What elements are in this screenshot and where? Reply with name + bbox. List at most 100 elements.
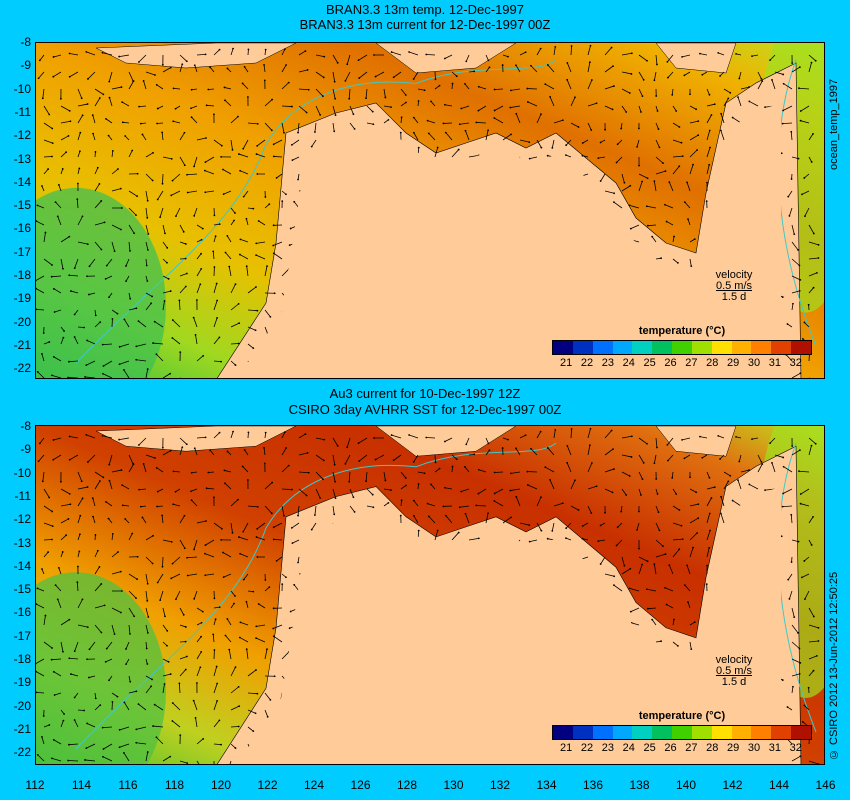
x-tick-label: 124: [303, 778, 325, 792]
colorbar-swatch: [572, 341, 593, 354]
colorbar-swatch: [711, 341, 732, 354]
y-tick-label: -11: [14, 488, 31, 503]
colorbar-swatch: [731, 726, 752, 739]
bottom-velocity-speed: 0.5 m/s: [715, 665, 753, 677]
colorbar-swatch: [652, 341, 673, 354]
colorbar-tick-label: 23: [601, 742, 614, 754]
y-tick-label: -10: [13, 465, 31, 480]
top-colorbar: [552, 340, 812, 355]
y-tick-label: -14: [13, 558, 31, 573]
colorbar-tick-label: 24: [622, 742, 635, 754]
bottom-title-line2: CSIRO 3day AVHRR SST for 12-Dec-1997 00Z: [288, 402, 562, 417]
bottom-title-line1: Au3 current for 10-Dec-1997 12Z: [329, 386, 521, 401]
top-title-line2: BRAN3.3 13m current for 12-Dec-1997 00Z: [299, 17, 551, 32]
y-tick-label: -16: [13, 605, 31, 620]
colorbar-swatch: [791, 341, 811, 354]
y-tick-label: -9: [20, 58, 31, 73]
colorbar-tick-label: 28: [706, 357, 719, 369]
y-tick-label: -19: [13, 291, 31, 306]
colorbar-swatch: [751, 341, 772, 354]
y-tick-label: -20: [13, 314, 31, 329]
top-velocity-key: velocity 0.5 m/s 1.5 d: [699, 270, 769, 303]
x-tick-label: 122: [257, 778, 278, 792]
colorbar-swatch: [771, 341, 792, 354]
colorbar-swatch: [592, 341, 613, 354]
y-tick-label: -17: [13, 628, 31, 643]
colorbar-tick-label: 28: [706, 742, 719, 754]
colorbar-swatch: [731, 341, 752, 354]
y-tick-label: -17: [13, 244, 31, 259]
x-tick-label: 140: [675, 778, 697, 792]
colorbar-swatch: [791, 726, 811, 739]
x-tick-label: 128: [396, 778, 418, 792]
colorbar-tick-label: 24: [622, 357, 635, 369]
top-legend-title: temperature (°C): [638, 325, 726, 337]
x-tick-label: 132: [489, 778, 511, 792]
x-tick-label: 134: [536, 778, 557, 792]
colorbar-swatch: [672, 341, 692, 354]
y-tick-label: -8: [20, 419, 31, 433]
x-tick-label: 138: [629, 778, 650, 792]
y-tick-label: -16: [13, 221, 31, 236]
top-velocity-time: 1.5 d: [721, 291, 747, 303]
top-colorbar-ticks: 21 22 23 24 25 26 27 28 29 30 31 32: [552, 355, 812, 369]
x-tick-label: 114: [71, 778, 92, 792]
y-tick-label: -15: [13, 198, 31, 213]
y-tick-label: -13: [13, 151, 31, 166]
colorbar-swatch: [553, 726, 573, 739]
colorbar-swatch: [652, 726, 673, 739]
x-tick-label: 146: [815, 778, 836, 792]
colorbar-tick-label: 30: [747, 742, 761, 754]
colorbar-swatch: [771, 726, 792, 739]
bottom-map-canvas: [36, 426, 824, 764]
bottom-colorbar-ticks: 21 22 23 24 25 26 27 28 29 30 31 32: [552, 740, 812, 754]
top-velocity-speed: 0.5 m/s: [715, 280, 753, 292]
colorbar-tick-label: 27: [685, 742, 698, 754]
x-tick-label: 112: [25, 778, 45, 792]
y-tick-label: -18: [13, 652, 31, 666]
colorbar-swatch: [691, 726, 712, 739]
x-tick-label: 142: [722, 778, 743, 792]
y-tick-label: -20: [13, 698, 31, 713]
x-tick-label: 118: [164, 778, 185, 792]
colorbar-tick-label: 25: [643, 742, 656, 754]
bottom-velocity-label: velocity: [715, 654, 753, 666]
top-side-label: ocean_temp_1997: [828, 78, 840, 170]
colorbar-swatch: [691, 341, 712, 354]
colorbar-tick-label: 32: [789, 742, 802, 754]
top-map: [35, 42, 825, 379]
y-tick-label: -9: [20, 442, 31, 457]
colorbar-tick-label: 29: [727, 357, 740, 369]
bottom-velocity-time: 1.5 d: [721, 676, 747, 688]
colorbar-tick-label: 27: [685, 357, 698, 369]
y-tick-label: -18: [13, 268, 31, 282]
colorbar-tick-label: 26: [664, 742, 677, 754]
colorbar-swatch: [553, 341, 573, 354]
y-tick-label: -19: [13, 675, 31, 690]
colorbar-tick-label: 25: [643, 357, 656, 369]
y-tick-label: -21: [13, 337, 31, 352]
bottom-colorbar: [552, 725, 812, 740]
colorbar-swatch: [672, 726, 692, 739]
top-velocity-label: velocity: [715, 269, 753, 281]
colorbar-swatch: [612, 726, 633, 739]
colorbar-tick-label: 31: [768, 742, 781, 754]
y-tick-label: -13: [13, 535, 31, 550]
y-tick-label: -15: [13, 582, 31, 597]
colorbar-swatch: [711, 726, 732, 739]
y-tick-label: -14: [13, 174, 31, 189]
top-title-line1: BRAN3.3 13m temp. 12-Dec-1997: [326, 2, 524, 17]
bottom-legend-title: temperature (°C): [638, 710, 726, 722]
y-tick-label: -11: [14, 104, 31, 119]
colorbar-swatch: [612, 341, 633, 354]
colorbar-tick-label: 23: [601, 357, 614, 369]
x-tick-label: 144: [768, 778, 790, 792]
colorbar-tick-label: 29: [727, 742, 740, 754]
y-tick-label: -22: [13, 361, 31, 376]
bottom-map: [35, 425, 825, 765]
x-tick-label: 130: [443, 778, 464, 792]
colorbar-swatch: [592, 726, 613, 739]
y-tick-label: -10: [13, 81, 31, 96]
colorbar-tick-label: 22: [580, 742, 594, 754]
colorbar-swatch: [572, 726, 593, 739]
